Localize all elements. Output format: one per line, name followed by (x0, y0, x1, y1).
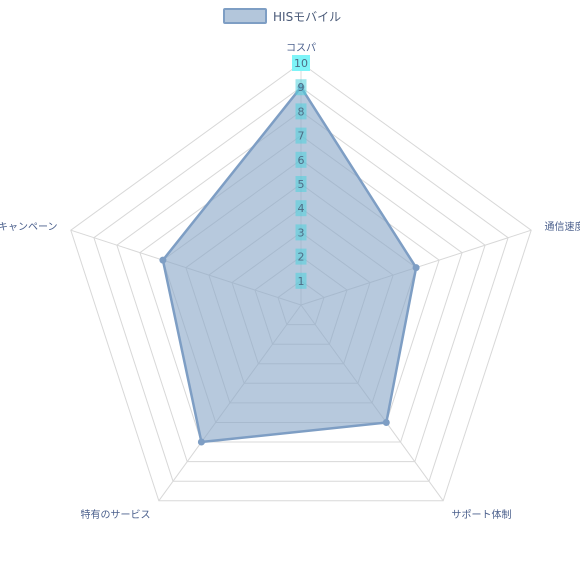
tick-label-background (292, 55, 310, 71)
legend[interactable]: HISモバイル (223, 8, 341, 24)
series-point[interactable] (197, 438, 205, 446)
tick-label-background (295, 272, 307, 289)
axis-label: 特有のサービス (81, 508, 151, 521)
axis-label: コスパ (286, 42, 316, 54)
legend-swatch (223, 8, 267, 24)
series-point[interactable] (412, 264, 420, 272)
grid-ring (139, 134, 463, 443)
tick-label: 4 (298, 202, 305, 215)
tick-label-background (295, 151, 307, 168)
grid-ring (70, 62, 532, 502)
tick-label: 6 (298, 154, 305, 167)
series-layer (159, 83, 420, 446)
tick-label: 8 (298, 105, 305, 118)
tick-label: 7 (298, 130, 305, 143)
tick-label-background (295, 224, 307, 241)
tick-label-background (295, 200, 307, 217)
axis-label: 通信速度 (545, 220, 580, 233)
tick-label-background (295, 103, 307, 120)
tick-label: 2 (298, 251, 305, 264)
legend-series-label: HISモバイル (273, 10, 341, 24)
series-point[interactable] (159, 256, 167, 264)
tick-label: 10 (294, 57, 308, 70)
tick-label-background (295, 127, 307, 144)
axis-label: キャンペーン (0, 222, 58, 233)
tick-layer: 1 2 3 4 5 6 7 8 9 10 (292, 55, 310, 289)
tick-label: 9 (298, 81, 305, 94)
tick-label: 5 (298, 178, 305, 191)
grid-ring (93, 86, 509, 482)
axis-label: サポート体制 (452, 508, 512, 521)
tick-label-background (295, 176, 307, 192)
tick-label: 3 (298, 226, 305, 239)
tick-label: 1 (298, 275, 305, 288)
grid-ring (116, 110, 486, 463)
tick-label-background (295, 79, 307, 96)
tick-label-background (295, 248, 307, 265)
series-area[interactable] (161, 85, 418, 444)
series-point[interactable] (382, 419, 390, 426)
